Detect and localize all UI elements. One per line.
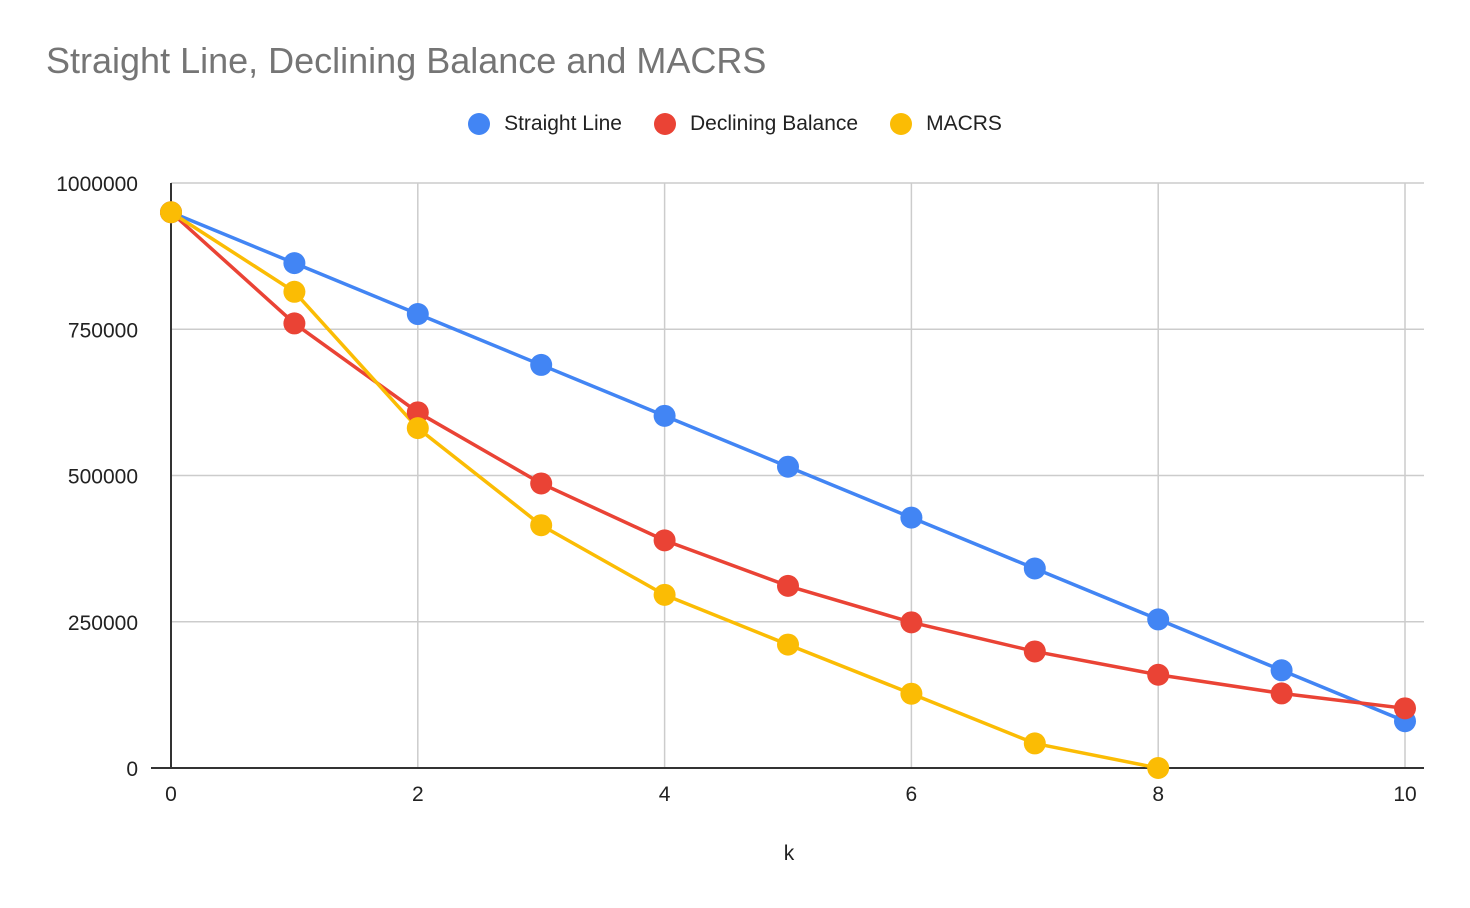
legend-item-macrs[interactable]: MACRS: [890, 112, 1002, 136]
y-tick-label: 250000: [68, 612, 138, 635]
y-tick-label: 750000: [68, 319, 138, 342]
legend-swatch-declining-balance: [653, 113, 676, 135]
x-tick-label: 6: [906, 783, 918, 806]
data-point-declining-balance[interactable]: [777, 574, 799, 597]
data-point-macrs[interactable]: [653, 583, 676, 606]
data-point-straight-line[interactable]: [1023, 557, 1046, 580]
legend-item-straight-line[interactable]: Straight Line: [468, 112, 622, 136]
y-tick-label: 0: [126, 758, 138, 781]
x-tick-label: 8: [1152, 783, 1164, 806]
data-point-declining-balance[interactable]: [530, 472, 553, 495]
data-point-straight-line[interactable]: [1147, 608, 1170, 631]
y-tick-label: 1000000: [56, 173, 138, 196]
x-tick-label: 2: [412, 783, 424, 806]
legend: Straight Line Declining Balance MACRS: [0, 112, 1470, 136]
legend-label-declining-balance: Declining Balance: [689, 112, 859, 135]
grid-layer: [171, 182, 1424, 768]
legend-swatch-macrs: [890, 113, 913, 135]
data-point-declining-balance[interactable]: [900, 611, 923, 634]
data-point-macrs[interactable]: [777, 633, 799, 656]
y-tick-label: 500000: [68, 466, 138, 489]
data-point-declining-balance[interactable]: [1023, 640, 1046, 663]
x-tick-label: 4: [659, 783, 671, 806]
legend-label-macrs: MACRS: [926, 112, 1002, 135]
label-layer: 0 250000 500000 750000 1000000 0 2 4 6 8 10 k: [56, 173, 1416, 865]
data-point-declining-balance[interactable]: [1394, 697, 1416, 720]
x-tick-label: 10: [1393, 783, 1416, 806]
data-point-declining-balance[interactable]: [1270, 682, 1293, 705]
legend-label-straight-line: Straight Line: [504, 112, 622, 135]
data-point-straight-line[interactable]: [406, 303, 429, 326]
data-point-straight-line[interactable]: [1270, 659, 1293, 682]
data-point-straight-line[interactable]: [530, 353, 553, 376]
data-point-declining-balance[interactable]: [406, 401, 429, 424]
x-tick-label: 0: [165, 783, 177, 806]
chart-title: Straight Line, Declining Balance and MAC…: [46, 40, 767, 81]
data-point-declining-balance[interactable]: [1147, 663, 1170, 686]
x-axis-label: k: [784, 842, 795, 865]
data-point-straight-line[interactable]: [653, 404, 676, 427]
data-point-macrs[interactable]: [406, 417, 429, 440]
data-point-straight-line[interactable]: [777, 455, 799, 478]
data-point-macrs[interactable]: [1023, 732, 1046, 755]
legend-swatch-straight-line: [468, 113, 491, 135]
data-point-macrs[interactable]: [160, 201, 182, 224]
data-point-macrs[interactable]: [1147, 757, 1170, 779]
data-point-macrs[interactable]: [283, 280, 306, 303]
series-layer: [160, 201, 1416, 779]
data-point-straight-line[interactable]: [900, 506, 923, 529]
data-point-macrs[interactable]: [530, 514, 553, 537]
data-point-declining-balance[interactable]: [653, 529, 676, 552]
legend-item-declining-balance[interactable]: Declining Balance: [653, 112, 859, 136]
axis-layer: [151, 183, 1424, 769]
data-point-straight-line[interactable]: [283, 252, 306, 275]
data-point-macrs[interactable]: [900, 682, 923, 705]
data-point-declining-balance[interactable]: [283, 312, 306, 335]
